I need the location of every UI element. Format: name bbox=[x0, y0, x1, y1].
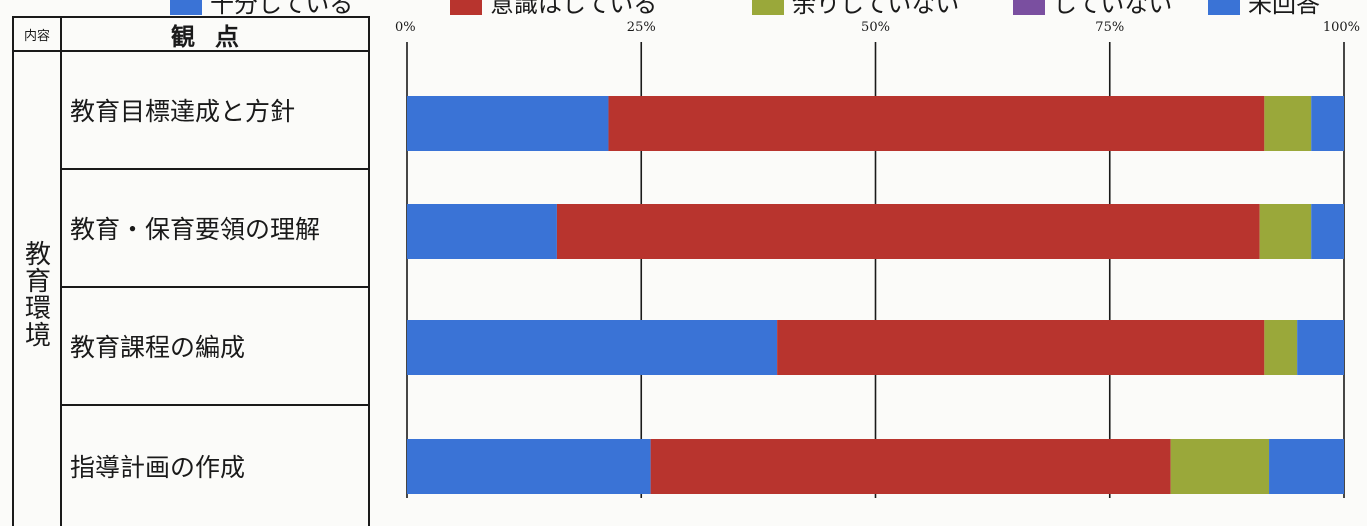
tick-label-4: 100% bbox=[1323, 20, 1360, 35]
bar-row2-series1 bbox=[407, 204, 557, 259]
legend-item-1: 十分している bbox=[170, 0, 354, 18]
bar-row2-series3 bbox=[1259, 204, 1312, 259]
evaluation-table: 内容 観点 教育環境 教育目標達成と方針 教育・保育要領の理解 教育課程の編成 … bbox=[12, 16, 370, 526]
bar-row1-series5 bbox=[1311, 96, 1344, 151]
bar-row4-series1 bbox=[407, 439, 651, 494]
group-label: 教育環境 bbox=[24, 240, 51, 351]
tick-label-2: 50% bbox=[861, 20, 890, 35]
bar-row4-series3 bbox=[1170, 439, 1270, 494]
group-cell: 教育環境 bbox=[14, 52, 62, 526]
legend-swatch-4 bbox=[1013, 0, 1045, 15]
legend-label-1: 十分している bbox=[210, 0, 354, 18]
bar-row4-series2 bbox=[650, 439, 1171, 494]
legend-item-5: 未回答 bbox=[1208, 0, 1320, 18]
legend-item-4: していない bbox=[1013, 0, 1173, 18]
row-label-1: 教育目標達成と方針 bbox=[62, 52, 370, 170]
bar-row1-series1 bbox=[407, 96, 609, 151]
legend-swatch-5 bbox=[1208, 0, 1240, 15]
legend-label-2: 意識はしている bbox=[490, 0, 658, 18]
legend-item-3: 余りしていない bbox=[752, 0, 960, 18]
legend: 十分している 意識はしている 余りしていない していない 未回答 bbox=[0, 0, 1367, 18]
legend-swatch-2 bbox=[450, 0, 482, 15]
tick-label-0: 0% bbox=[395, 20, 416, 35]
bar-row3-series5 bbox=[1297, 320, 1344, 375]
legend-label-5: 未回答 bbox=[1248, 0, 1320, 18]
bar-row2-series5 bbox=[1311, 204, 1344, 259]
row-label-3: 教育課程の編成 bbox=[62, 288, 370, 406]
legend-label-4: していない bbox=[1053, 0, 1173, 18]
header-kanten: 観点 bbox=[62, 18, 370, 52]
bar-row1-series3 bbox=[1264, 96, 1312, 151]
bar-row3-series3 bbox=[1264, 320, 1298, 375]
legend-item-2: 意識はしている bbox=[450, 0, 658, 18]
header-naiyo: 内容 bbox=[14, 18, 62, 52]
tick-label-1: 25% bbox=[627, 20, 656, 35]
bar-row2-series2 bbox=[556, 204, 1260, 259]
bar-row3-series2 bbox=[777, 320, 1265, 375]
tick-label-3: 75% bbox=[1095, 20, 1124, 35]
bar-row4-series5 bbox=[1269, 439, 1344, 494]
legend-swatch-1 bbox=[170, 0, 202, 15]
bar-row3-series1 bbox=[407, 320, 778, 375]
row-label-2: 教育・保育要領の理解 bbox=[62, 170, 370, 288]
legend-label-3: 余りしていない bbox=[792, 0, 960, 18]
row-label-4: 指導計画の作成 bbox=[62, 406, 370, 526]
bar-row1-series2 bbox=[608, 96, 1265, 151]
legend-swatch-3 bbox=[752, 0, 784, 15]
